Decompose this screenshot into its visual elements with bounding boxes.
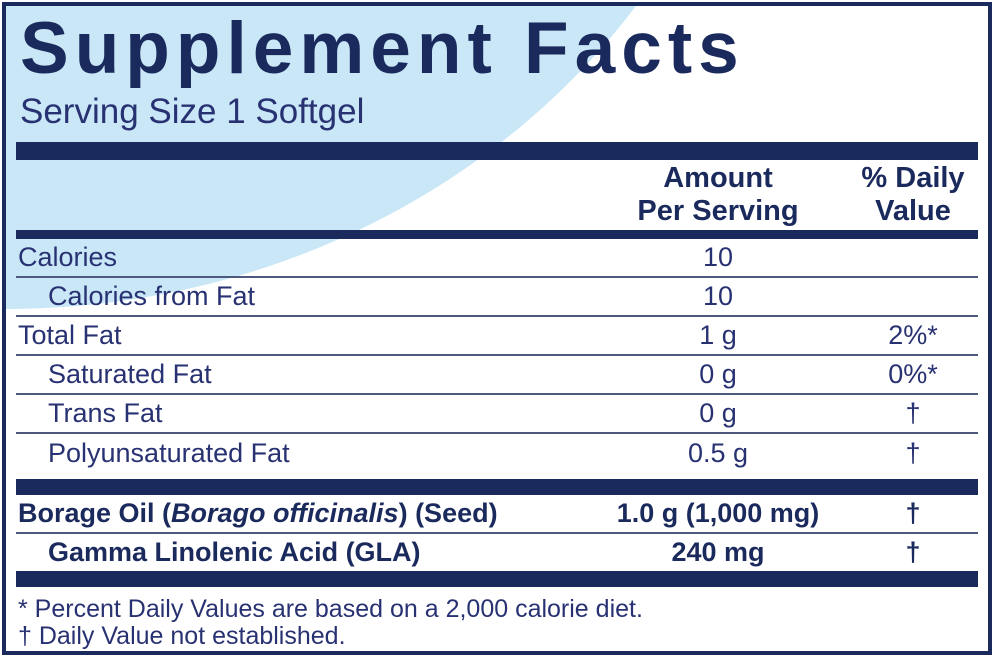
row-label: Trans Fat [16,398,588,429]
row-label: Calories from Fat [16,281,588,312]
footnote-daily-values: * Percent Daily Values are based on a 2,… [18,595,643,623]
daily-value: † [905,537,921,567]
row-label: Saturated Fat [16,359,588,390]
footnote-dagger: † Daily Value not established. [18,622,346,650]
row-label-text: ) (Seed) [398,498,498,528]
nutrient-row: Calories from Fat 10 [16,278,978,317]
daily-value: † [905,438,921,468]
column-header-daily-value: % Daily Value [848,162,978,228]
daily-value: † [905,498,921,528]
ingredient-row: Gamma Linolenic Acid (GLA) 240 mg † [16,534,978,571]
nutrient-row: Polyunsaturated Fat 0.5 g † [16,434,978,473]
row-label-text: Borage Oil ( [18,498,172,528]
row-label-text: Gamma Linolenic Acid (GLA) [48,537,421,567]
nutrient-row: Trans Fat 0 g † [16,395,978,434]
amount-value: 10 [702,281,734,311]
dv-header-line2: Value [875,195,951,227]
nutrient-row: Saturated Fat 0 g 0%* [16,356,978,395]
row-label-text: Calories from Fat [48,281,256,311]
label-frame: Supplement Facts Serving Size 1 Softgel … [2,2,992,655]
ingredient-rows: Borage Oil (Borago officinalis) (Seed) 1.… [16,495,978,571]
amount-header-line1: Amount [663,162,773,194]
divider-bar-bottom [16,571,978,587]
row-label: Gamma Linolenic Acid (GLA) [16,537,588,568]
divider-bar-header [16,230,978,239]
nutrient-row: Calories 10 [16,239,978,278]
amount-value: 1 g [699,320,737,350]
column-header-amount: Amount Per Serving [588,162,848,228]
serving-size-text: Serving Size 1 Softgel [20,92,365,131]
footnotes: * Percent Daily Values are based on a 2,… [18,596,978,650]
row-label-text: Polyunsaturated Fat [48,438,290,468]
amount-value: 10 [702,242,734,272]
amount-value: 240 mg [671,537,765,567]
row-label-latin-name: Borago officinalis [171,498,399,528]
daily-value: 0%* [888,359,938,389]
row-label: Total Fat [16,320,588,351]
amount-header-line2: Per Serving [637,195,799,227]
row-label: Polyunsaturated Fat [16,438,588,469]
column-header-row: Amount Per Serving % Daily Value [16,160,978,230]
nutrient-rows: Calories 10 Calories from Fat 10 Total Fat 1 … [16,239,978,473]
row-label-text: Saturated Fat [48,359,212,389]
dv-header-line1: % Daily [861,162,965,194]
nutrient-row: Total Fat 1 g 2%* [16,317,978,356]
label-content: Supplement Facts Serving Size 1 Softgel … [6,12,988,650]
amount-value: 1.0 g (1,000 mg) [616,498,820,528]
divider-bar-middle [16,479,978,495]
ingredient-row: Borage Oil (Borago officinalis) (Seed) 1.… [16,495,978,534]
daily-value: † [905,398,921,428]
row-label: Borage Oil (Borago officinalis) (Seed) [16,498,588,529]
row-label-text: Trans Fat [48,398,163,428]
row-label-text: Calories [18,242,118,272]
page-title: Supplement Facts [20,8,745,89]
amount-value: 0 g [699,398,737,428]
row-label: Calories [16,242,588,273]
daily-value: 2%* [888,320,938,350]
amount-value: 0.5 g [687,438,749,468]
amount-value: 0 g [699,359,737,389]
row-label-text: Total Fat [18,320,122,350]
divider-bar-top [16,142,978,160]
